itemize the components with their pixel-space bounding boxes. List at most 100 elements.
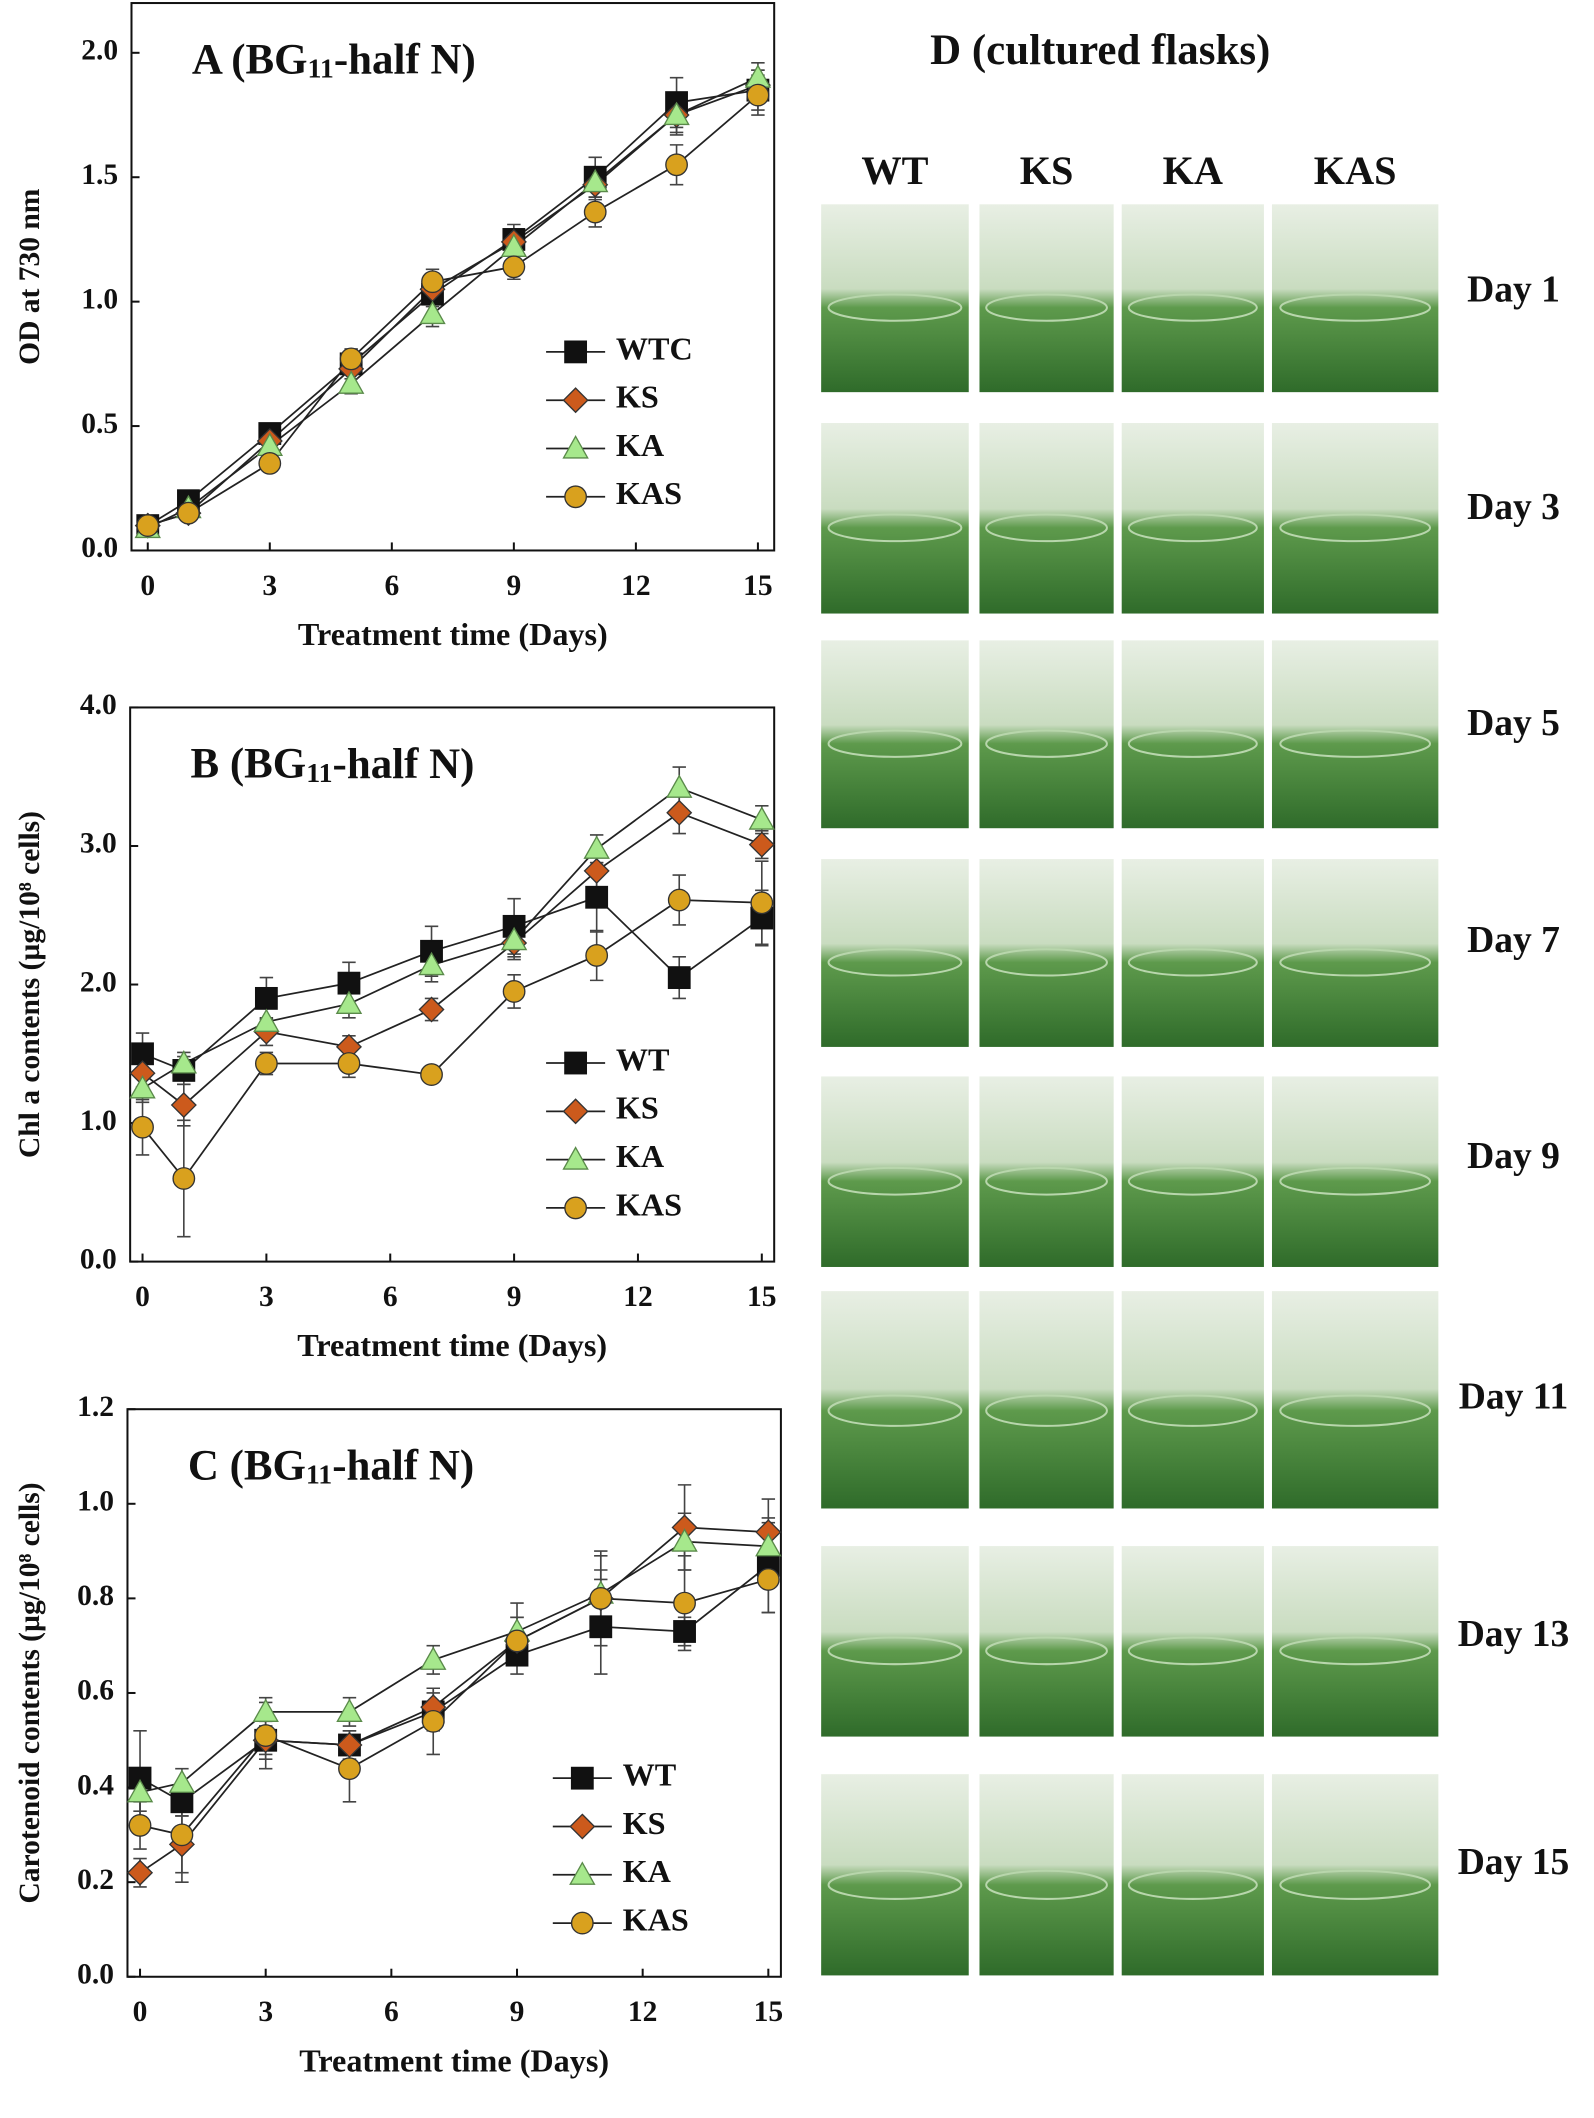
subscript: 11 [308, 54, 334, 85]
y-tick-label: 1.0 [80, 1105, 117, 1137]
flask-photo [979, 204, 1114, 393]
marker [170, 1050, 198, 1074]
flask-photo [821, 1076, 969, 1267]
x-tick-label: 0 [133, 1996, 148, 2028]
marker [170, 1092, 197, 1119]
marker [585, 944, 609, 967]
x-tick-label: 9 [510, 1996, 525, 2028]
flask-photo [1121, 423, 1264, 614]
y-tick-label: 0.6 [77, 1675, 114, 1707]
marker [254, 1724, 278, 1747]
column-label: KA [1163, 148, 1223, 193]
day-label: Day 9 [1467, 1136, 1560, 1177]
flask-photo [979, 1076, 1114, 1267]
marker [418, 996, 445, 1023]
marker [583, 835, 610, 859]
flask-photo [821, 859, 969, 1047]
marker [168, 1769, 196, 1793]
y-tick-label: 0.0 [81, 532, 118, 564]
marker [337, 370, 365, 394]
marker [667, 966, 691, 990]
legend-marker [562, 1098, 589, 1125]
marker [583, 200, 607, 224]
marker [420, 1063, 443, 1086]
x-tick-label: 15 [743, 570, 773, 602]
x-tick-label: 3 [258, 1996, 273, 2028]
legend-marker [562, 1146, 589, 1170]
flask-bubbles [985, 948, 1108, 977]
flask-bubbles [827, 1636, 963, 1666]
marker [128, 1814, 152, 1837]
flask-bubbles [1127, 1636, 1258, 1666]
marker [419, 300, 446, 325]
x-tick-label: 3 [259, 1281, 274, 1313]
x-tick-label: 9 [506, 570, 521, 602]
chart-panel: 0.0 1.0 2.0 3.0 4.0 0 3 6 9 12 15 Treatment time (D… [14, 689, 777, 1363]
flask-bubbles [985, 1166, 1108, 1196]
y-tick-label: 0.5 [81, 408, 118, 440]
plot-frame [126, 1408, 782, 1978]
marker [126, 1778, 154, 1803]
legend-marker [570, 1911, 594, 1935]
legend-label: KA [616, 1138, 665, 1174]
subscript: 11 [306, 1460, 332, 1491]
x-tick-label: 15 [747, 1281, 777, 1313]
chart-panel: 0.0 0.2 0.4 0.6 0.8 1.0 1.2 0 3 6 9 12 15 Treatment t… [14, 1391, 783, 2078]
flask-photo [1271, 859, 1439, 1047]
legend-label: KAS [616, 475, 682, 511]
marker [589, 1615, 613, 1639]
flask-photo [1271, 1546, 1439, 1737]
y-tick-label: 1.2 [77, 1391, 114, 1423]
flask-photo [821, 1774, 969, 1976]
flask-photo [821, 204, 969, 393]
legend-label: KS [616, 379, 659, 415]
flask-photo [821, 423, 969, 614]
day-label: Day 7 [1467, 920, 1560, 961]
x-axis-label: Treatment time (Days) [298, 616, 608, 652]
y-tick-label: 1.0 [81, 283, 118, 315]
marker [336, 1698, 363, 1722]
legend-marker [564, 1051, 588, 1075]
flask-bubbles [1127, 729, 1258, 758]
flask-photo [1121, 859, 1264, 1047]
marker [746, 83, 770, 107]
flask-bubbles [985, 1394, 1108, 1427]
legend-marker [564, 340, 588, 364]
marker [170, 1823, 194, 1847]
day-label: Day 13 [1458, 1614, 1570, 1655]
flask-photo [1121, 1291, 1264, 1509]
marker [666, 774, 693, 798]
marker [673, 1591, 696, 1615]
legend-label: WT [623, 1757, 677, 1793]
marker [581, 168, 609, 193]
series-line [139, 1540, 769, 1794]
flask-photo [1271, 423, 1439, 614]
day-label: Day 1 [1467, 269, 1560, 310]
marker [750, 891, 774, 915]
marker [421, 270, 444, 294]
flask-photo [1271, 1774, 1439, 1976]
marker [253, 1008, 280, 1033]
x-tick-label: 0 [135, 1281, 150, 1313]
x-axis-label: Treatment time (Days) [297, 1327, 607, 1363]
marker [663, 101, 690, 126]
flask-photo [979, 423, 1114, 614]
flask-bubbles [1127, 293, 1258, 322]
marker [755, 1532, 782, 1557]
marker [667, 888, 691, 912]
flask-photo [1271, 640, 1439, 829]
legend-label: KA [616, 427, 665, 463]
flask-bubbles [1279, 1636, 1432, 1666]
x-tick-label: 12 [623, 1281, 653, 1313]
flask-bubbles [1279, 513, 1432, 543]
plot-frame [129, 706, 776, 1263]
column-label: KAS [1314, 148, 1397, 193]
title-rest: -half N) [333, 741, 475, 788]
title-rest: -half N) [332, 1442, 474, 1489]
flask-photo [979, 1774, 1114, 1976]
marker [585, 885, 609, 909]
flask-photo [1121, 1076, 1264, 1267]
y-tick-label: 1.5 [81, 159, 118, 191]
legend-marker [562, 387, 589, 414]
